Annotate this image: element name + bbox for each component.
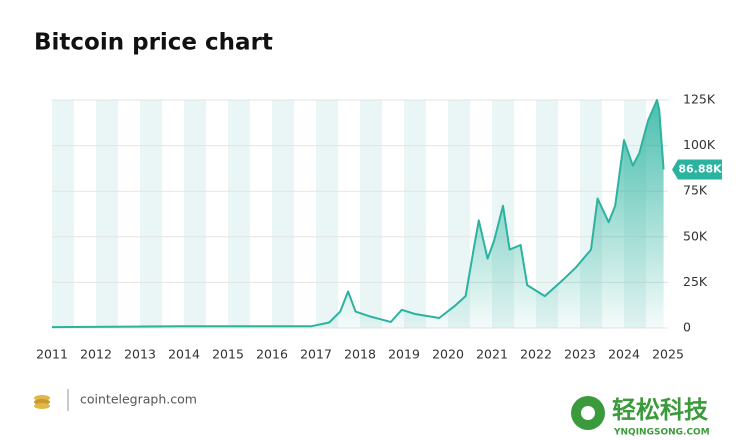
logo [34,389,69,411]
y-tick-label: 50K [683,228,708,243]
y-tick-label: 100K [683,137,716,152]
y-tick-label: 75K [683,183,708,198]
x-tick-label: 2014 [168,347,200,362]
x-tick-label: 2021 [476,347,508,362]
x-tick-label: 2025 [652,347,684,362]
band [140,100,162,328]
band [272,100,294,328]
x-tick-label: 2012 [80,347,112,362]
y-tick-label: 125K [683,92,716,107]
y-tick-label: 25K [683,274,708,289]
x-tick-label: 2024 [608,347,640,362]
band [316,100,338,328]
watermark-url: YNQINGSONG.COM [613,428,710,438]
x-tick-label: 2011 [36,347,68,362]
price-line [51,99,665,329]
band [52,100,74,328]
x-tick-label: 2015 [212,347,244,362]
x-tick-label: 2022 [520,347,552,362]
x-tick-label: 2017 [300,347,332,362]
band [448,100,470,328]
plot [51,99,668,329]
band [228,100,250,328]
x-tick-label: 2013 [124,347,156,362]
x-tick-label: 2016 [256,347,288,362]
price-area [52,100,664,328]
price-badge [672,159,722,180]
band [184,100,206,328]
x-tick-label: 2018 [344,347,376,362]
watermark-logo [571,396,605,430]
watermark: 轻松科技 [612,396,709,424]
x-tick-label: 2023 [564,347,596,362]
x-tick-label: 2019 [388,347,420,362]
chart-title: Bitcoin price chart [34,30,273,56]
x-tick-label: 2020 [432,347,464,362]
y-tick-label: 0 [683,320,691,335]
band [360,100,382,328]
band [404,100,426,328]
price-badge-label: 86.88K [678,163,722,176]
band [96,100,118,328]
band [536,100,558,328]
source: cointelegraph.com [80,392,197,407]
